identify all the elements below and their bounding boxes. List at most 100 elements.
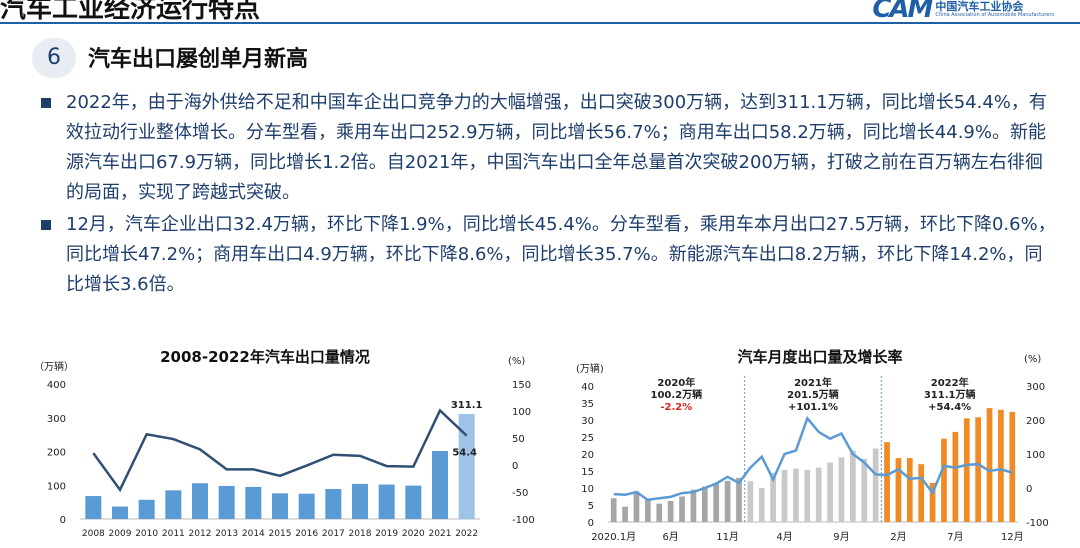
bar [804, 469, 811, 522]
year-label: 2020年 [657, 376, 695, 389]
bullet-text: 12月，汽车企业出口32.4万辆，环比下降1.9%，同比增长45.4%。分车型看… [66, 214, 1056, 295]
x-tick-label: 7月 [947, 531, 963, 543]
top-banner: 汽车工业经济运行特点 CAM 中国汽车工业协会 China Associatio… [0, 0, 1080, 22]
bar [713, 483, 720, 522]
year-total-label: 201.5万辆 [787, 388, 839, 401]
bar [724, 480, 731, 522]
bar [838, 457, 845, 522]
x-tick-label: 2020.1月 [591, 531, 636, 543]
right-tick-label: 100 [1026, 450, 1045, 461]
right-axis-unit: (%) [1024, 354, 1041, 365]
section-number-badge: 6 [32, 38, 76, 78]
growth-rate-line [613, 415, 1013, 502]
x-tick-label: 2012 [189, 529, 212, 539]
bar [352, 483, 368, 519]
bar [298, 493, 315, 519]
bar [458, 414, 475, 519]
bar [952, 431, 959, 522]
bar [633, 491, 640, 522]
left-tick-label: 25 [581, 433, 594, 444]
bar [884, 442, 890, 522]
x-tick-label: 12月 [1001, 531, 1024, 543]
bar [679, 496, 685, 522]
left-tick-label: 35 [581, 399, 594, 410]
bullet-text: 2022年，由于海外供给不足和中国车企出口竞争力的大幅增强，出口突破300万辆，… [66, 92, 1047, 203]
right-tick-label: 200 [1026, 416, 1045, 427]
x-tick-label: 6月 [662, 531, 678, 543]
right-tick-label: 0 [1026, 484, 1032, 495]
logo-chinese-name: 中国汽车工业协会 [935, 0, 1024, 13]
year-growth-label: +54.4% [928, 402, 971, 413]
bar [690, 489, 697, 522]
x-tick-label: 2009 [109, 529, 132, 539]
monthly-export-chart: 汽车月度出口量及增长率 (万辆) (%) 0 5 10 15 20 25 30 35 40 -100 0 1… [570, 342, 1070, 544]
x-tick-label: 2016 [295, 529, 318, 539]
right-tick-label: -100 [1026, 518, 1049, 529]
bar [918, 464, 925, 522]
left-tick-label: 15 [581, 467, 594, 478]
logo-mark: CAM [872, 0, 933, 22]
right-tick-label: 300 [1026, 382, 1045, 393]
x-tick-label: 11月 [716, 531, 739, 543]
right-tick-label: -50 [512, 488, 528, 499]
annual-export-chart: 2008-2022年汽车出口量情况 （万辆） (%) 0 100 200 300 400 -10… [30, 342, 550, 544]
bar [701, 486, 708, 522]
bar [272, 493, 288, 519]
left-tick-label: 40 [581, 382, 594, 393]
left-tick-label: 400 [47, 380, 66, 391]
left-tick-label: 100 [47, 481, 66, 492]
bar [929, 482, 936, 522]
monthly-export-chart-svg: 汽车月度出口量及增长率 (万辆) (%) 0 5 10 15 20 25 30 35 40 -100 0 1… [576, 348, 1049, 543]
x-tick-label: 2018 [349, 529, 372, 539]
bar [432, 450, 448, 519]
growth-rate-line [92, 408, 468, 493]
bar [610, 498, 617, 522]
bar [793, 468, 799, 522]
bar [1009, 411, 1016, 522]
left-tick-label: 200 [47, 448, 66, 459]
bar [815, 467, 822, 522]
bar [165, 490, 182, 519]
x-tick-label: 2011 [162, 529, 185, 539]
bar [667, 500, 674, 522]
year-growth-label: +101.1% [788, 402, 838, 413]
left-tick-label: 0 [588, 518, 594, 529]
bullet-item: 2022年，由于海外供给不足和中国车企出口竞争力的大幅增强，出口突破300万辆，… [38, 88, 1058, 208]
x-tick-label: 2010 [135, 529, 158, 539]
bar [218, 485, 235, 519]
bar-value-label: 311.1 [451, 400, 483, 411]
chart-title: 2008-2022年汽车出口量情况 [160, 348, 370, 366]
chart-title: 汽车月度出口量及增长率 [737, 348, 902, 366]
bar [827, 462, 833, 522]
bar [872, 448, 879, 522]
x-tick-label: 2022 [455, 529, 478, 539]
left-tick-label: 20 [581, 450, 594, 461]
bar [906, 458, 913, 522]
bar [85, 496, 102, 519]
report-title: 汽车工业经济运行特点 [0, 0, 261, 22]
bar [622, 506, 628, 522]
bar [325, 488, 342, 519]
left-tick-label: 5 [588, 501, 594, 512]
caam-logo: CAM 中国汽车工业协会 China Association of Automo… [872, 0, 1054, 22]
right-tick-label: 50 [512, 434, 525, 445]
x-tick-label: 2015 [269, 529, 292, 539]
bar [770, 472, 776, 522]
year-label: 2021年 [794, 376, 832, 389]
bullet-item: 12月，汽车企业出口32.4万辆，环比下降1.9%，同比增长45.4%。分车型看… [38, 210, 1058, 300]
x-tick-label: 2017 [322, 529, 345, 539]
right-tick-label: 0 [512, 461, 518, 472]
x-tick-label: 2019 [375, 529, 398, 539]
annual-export-chart-svg: 2008-2022年汽车出口量情况 （万辆） (%) 0 100 200 300 400 -10… [34, 348, 535, 539]
logo-english-name: China Association of Automobile Manufact… [935, 11, 1054, 18]
bar [405, 485, 422, 519]
bar [747, 481, 754, 522]
left-axis-unit: （万辆） [34, 360, 74, 373]
x-tick-label: 4月 [776, 531, 792, 543]
left-tick-label: 10 [581, 484, 594, 495]
right-axis-unit: (%) [508, 356, 525, 367]
section-title: 汽车出口屡创单月新高 [88, 47, 309, 72]
x-tick-label: 9月 [833, 531, 849, 543]
right-tick-label: 150 [512, 380, 531, 391]
bar [986, 408, 993, 522]
